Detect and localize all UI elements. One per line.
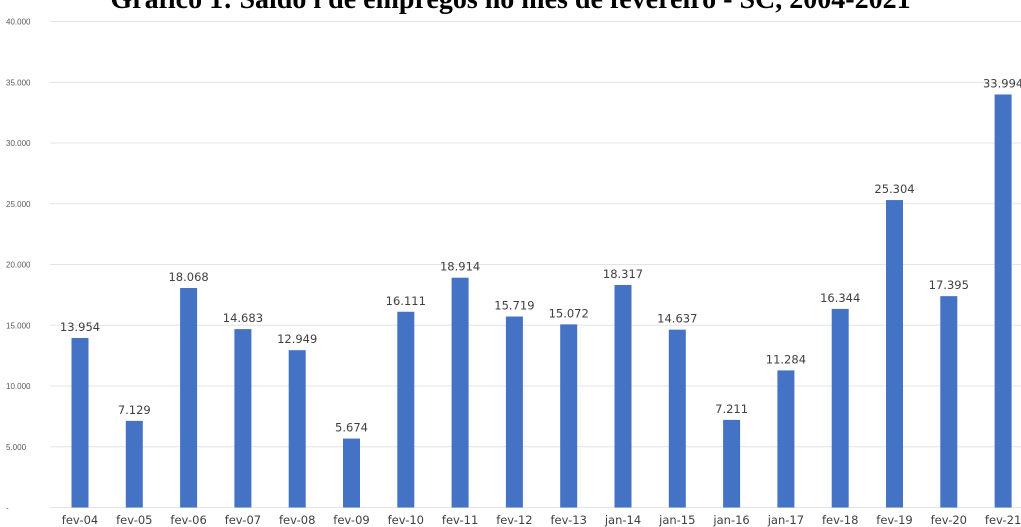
- bar-fev-08: [288, 350, 306, 508]
- x-tick-label: fev-21: [985, 513, 1021, 527]
- x-tick-label: jan-15: [658, 513, 695, 527]
- y-tick-label: 25.000: [6, 200, 31, 209]
- data-label: 14.683: [223, 311, 263, 325]
- data-label: 18.068: [168, 270, 208, 284]
- data-label: 15.719: [494, 299, 534, 313]
- data-label: 7.129: [118, 403, 151, 417]
- bar-fev-19: [886, 200, 903, 508]
- data-label: 14.637: [657, 312, 697, 326]
- data-label: 7.211: [715, 402, 748, 416]
- data-label: 15.072: [549, 306, 589, 320]
- bar-jan-16: [723, 419, 741, 508]
- bar-fev-21: [994, 94, 1012, 508]
- bar-fev-04: [71, 337, 89, 508]
- data-label: 17.395: [929, 278, 969, 292]
- x-tick-label: fev-04: [62, 513, 98, 527]
- bar-fev-10: [397, 311, 415, 508]
- x-tick-label: fev-20: [931, 513, 967, 527]
- chart-title: Gráfico 1: Saldo l de empregos no mês de…: [0, 0, 1021, 16]
- bar-fev-11: [451, 277, 469, 508]
- x-tick-label: fev-05: [116, 513, 152, 527]
- x-tick-label: fev-11: [442, 513, 478, 527]
- y-tick-label: 10.000: [6, 382, 31, 391]
- bar-fev-12: [505, 316, 523, 508]
- x-tick-label: fev-09: [333, 513, 369, 527]
- data-label: 18.914: [440, 260, 480, 274]
- x-tick-label: fev-06: [170, 513, 206, 527]
- bar-fev-20: [940, 296, 958, 508]
- data-label: 33.994: [983, 76, 1021, 90]
- data-label: 5.674: [335, 421, 368, 435]
- data-label: 18.317: [603, 267, 643, 281]
- y-tick-label: -: [6, 504, 9, 513]
- y-tick-label: 40.000: [6, 18, 31, 27]
- bar-fev-13: [560, 324, 578, 508]
- bar-jan-15: [668, 329, 686, 508]
- x-tick-label: fev-10: [388, 513, 424, 527]
- data-label: 16.111: [386, 294, 426, 308]
- data-label: 11.284: [766, 352, 806, 366]
- bar-fev-05: [125, 420, 143, 508]
- x-tick-label: fev-13: [550, 513, 586, 527]
- x-tick-label: fev-19: [876, 513, 912, 527]
- bar-fev-06: [180, 287, 198, 508]
- y-tick-label: 15.000: [6, 321, 31, 330]
- bar-jan-17: [777, 370, 795, 508]
- x-tick-label: jan-14: [604, 513, 641, 527]
- bar-jan-14: [614, 284, 632, 508]
- x-tick-label: fev-18: [822, 513, 858, 527]
- y-tick-label: 20.000: [6, 261, 31, 270]
- bar-fev-18: [831, 308, 849, 508]
- x-tick-label: fev-08: [279, 513, 315, 527]
- data-label: 13.954: [60, 320, 100, 334]
- y-tick-label: 35.000: [6, 78, 31, 87]
- data-label: 16.344: [820, 291, 860, 305]
- bar-fev-09: [343, 438, 360, 508]
- bar-fev-07: [234, 329, 252, 508]
- x-tick-label: jan-17: [767, 513, 804, 527]
- y-tick-label: 30.000: [6, 139, 31, 148]
- x-tick-label: fev-07: [225, 513, 261, 527]
- x-tick-label: jan-16: [712, 513, 749, 527]
- x-tick-label: fev-12: [496, 513, 532, 527]
- data-label: 12.949: [277, 332, 317, 346]
- y-tick-label: 5.000: [6, 443, 27, 452]
- data-label: 25.304: [874, 182, 914, 196]
